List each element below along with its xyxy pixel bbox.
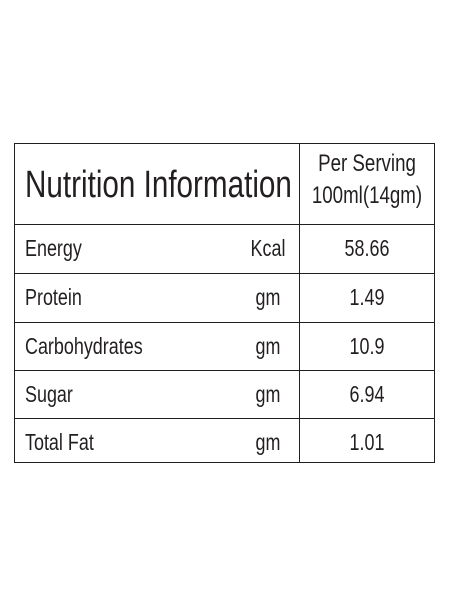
unit: gm xyxy=(255,333,281,359)
column-divider xyxy=(299,274,300,322)
column-divider xyxy=(299,225,300,273)
unit: Kcal xyxy=(250,235,286,261)
column-divider xyxy=(299,371,300,418)
amount: 10.9 xyxy=(349,333,385,359)
table-row: Carbohydrates gm 10.9 xyxy=(15,322,434,370)
amount: 6.94 xyxy=(349,381,385,407)
nutrient-name: Protein xyxy=(25,284,82,310)
column-divider xyxy=(299,419,300,462)
column-divider xyxy=(299,144,300,224)
table-row: Total Fat gm 1.01 xyxy=(15,418,434,462)
nutrient-name: Sugar xyxy=(25,381,73,407)
amount: 58.66 xyxy=(344,235,390,261)
serving-line: 100ml(14gm) xyxy=(311,182,423,209)
table-row: Sugar gm 6.94 xyxy=(15,370,434,418)
nutrient-name: Energy xyxy=(25,235,82,261)
nutrient-name: Carbohydrates xyxy=(25,333,143,359)
unit: gm xyxy=(255,429,281,455)
nutrition-table: Nutrition Information Per Serving 100ml(… xyxy=(14,143,435,463)
unit: gm xyxy=(255,284,281,310)
table-row: Energy Kcal 58.66 xyxy=(15,224,434,273)
amount: 1.49 xyxy=(349,284,385,310)
title: Nutrition Information xyxy=(25,164,292,206)
serving-line: Per Serving xyxy=(318,150,416,177)
column-divider xyxy=(299,323,300,370)
unit: gm xyxy=(255,381,281,407)
header-row: Nutrition Information Per Serving 100ml(… xyxy=(15,144,434,224)
table-row: Protein gm 1.49 xyxy=(15,273,434,322)
amount: 1.01 xyxy=(349,429,385,455)
nutrient-name: Total Fat xyxy=(25,429,94,455)
